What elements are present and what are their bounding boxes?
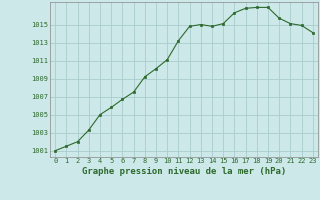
X-axis label: Graphe pression niveau de la mer (hPa): Graphe pression niveau de la mer (hPa) (82, 167, 286, 176)
